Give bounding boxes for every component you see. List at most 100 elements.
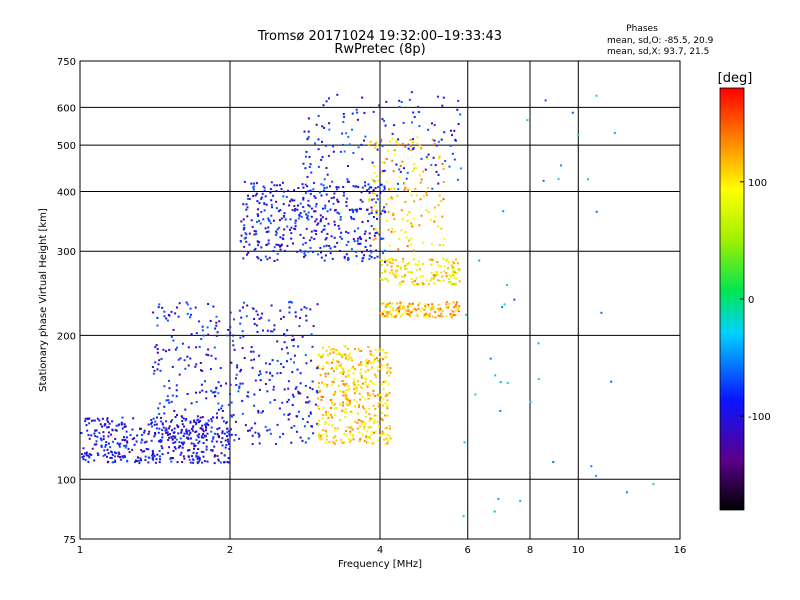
data-point (321, 216, 324, 219)
data-point (325, 432, 328, 435)
data-point (376, 179, 379, 182)
data-point (577, 133, 580, 136)
data-point (218, 320, 221, 323)
data-point (178, 373, 181, 376)
data-point (557, 177, 560, 180)
data-point (364, 398, 367, 401)
data-point (332, 202, 335, 205)
data-point (406, 213, 409, 216)
data-point (427, 314, 430, 317)
data-point (333, 192, 336, 195)
data-point (290, 232, 293, 235)
data-point (437, 314, 440, 317)
data-point (331, 361, 333, 364)
data-point (220, 384, 222, 387)
data-point (179, 357, 182, 360)
data-point (230, 428, 232, 431)
data-point (385, 100, 388, 103)
data-point (360, 423, 363, 426)
data-point (352, 434, 355, 436)
data-point (356, 412, 359, 415)
data-point (317, 434, 320, 436)
data-point (344, 389, 347, 392)
data-point (212, 416, 215, 419)
data-point (248, 243, 251, 246)
data-point (118, 445, 121, 448)
data-point (328, 362, 330, 365)
data-point (366, 249, 368, 252)
data-point (347, 240, 350, 243)
data-point (270, 304, 273, 307)
data-point (453, 274, 455, 277)
data-point (409, 312, 412, 315)
data-point (324, 372, 327, 375)
data-point (268, 256, 271, 259)
data-point (191, 429, 194, 432)
data-point (363, 428, 366, 431)
data-point (442, 181, 445, 183)
data-point (422, 283, 425, 286)
data-point (454, 309, 457, 312)
data-point (223, 461, 225, 464)
data-point (264, 383, 267, 385)
plot-frame (79, 60, 681, 540)
data-point (288, 311, 291, 314)
data-point (113, 460, 116, 463)
data-point (417, 260, 420, 263)
data-point (225, 420, 228, 423)
data-point (106, 419, 109, 422)
data-point (342, 371, 345, 374)
data-point (359, 198, 362, 201)
data-point (400, 101, 403, 103)
data-point (412, 302, 414, 305)
data-point (173, 446, 176, 449)
data-point (299, 436, 302, 439)
data-point (275, 232, 278, 235)
data-point (177, 315, 180, 318)
data-point (448, 278, 451, 281)
data-point (168, 436, 171, 439)
data-point (280, 188, 283, 191)
data-point (342, 394, 345, 397)
data-point (396, 302, 399, 305)
data-point (399, 268, 402, 271)
data-point (210, 420, 213, 423)
data-point (166, 319, 169, 322)
data-point (201, 435, 204, 437)
data-point (364, 381, 367, 383)
data-point (457, 123, 460, 125)
data-point (376, 217, 378, 220)
data-point (256, 256, 259, 259)
data-point (215, 324, 218, 327)
data-point (184, 408, 187, 411)
data-point (182, 455, 185, 458)
data-point (428, 312, 431, 315)
data-point (458, 268, 461, 271)
data-point (313, 195, 316, 198)
data-point (407, 147, 410, 150)
data-point (421, 275, 424, 277)
data-point (392, 170, 395, 173)
data-point (425, 313, 428, 316)
data-point (440, 138, 443, 141)
data-point (297, 345, 300, 348)
data-point (238, 437, 241, 440)
data-point (120, 423, 123, 426)
data-point (387, 280, 390, 283)
data-point (133, 443, 136, 446)
data-point (276, 423, 279, 426)
data-point (441, 309, 444, 312)
data-point (456, 108, 459, 111)
data-point (214, 327, 217, 330)
data-point (313, 229, 316, 232)
x-tick-16: 16 (674, 545, 687, 556)
data-point (304, 183, 307, 186)
data-point (345, 357, 348, 360)
data-point (168, 401, 171, 404)
data-point (359, 368, 362, 371)
data-point (152, 311, 155, 314)
data-point (363, 377, 366, 380)
data-point (304, 192, 307, 195)
data-point (151, 449, 154, 452)
data-point (286, 225, 289, 228)
